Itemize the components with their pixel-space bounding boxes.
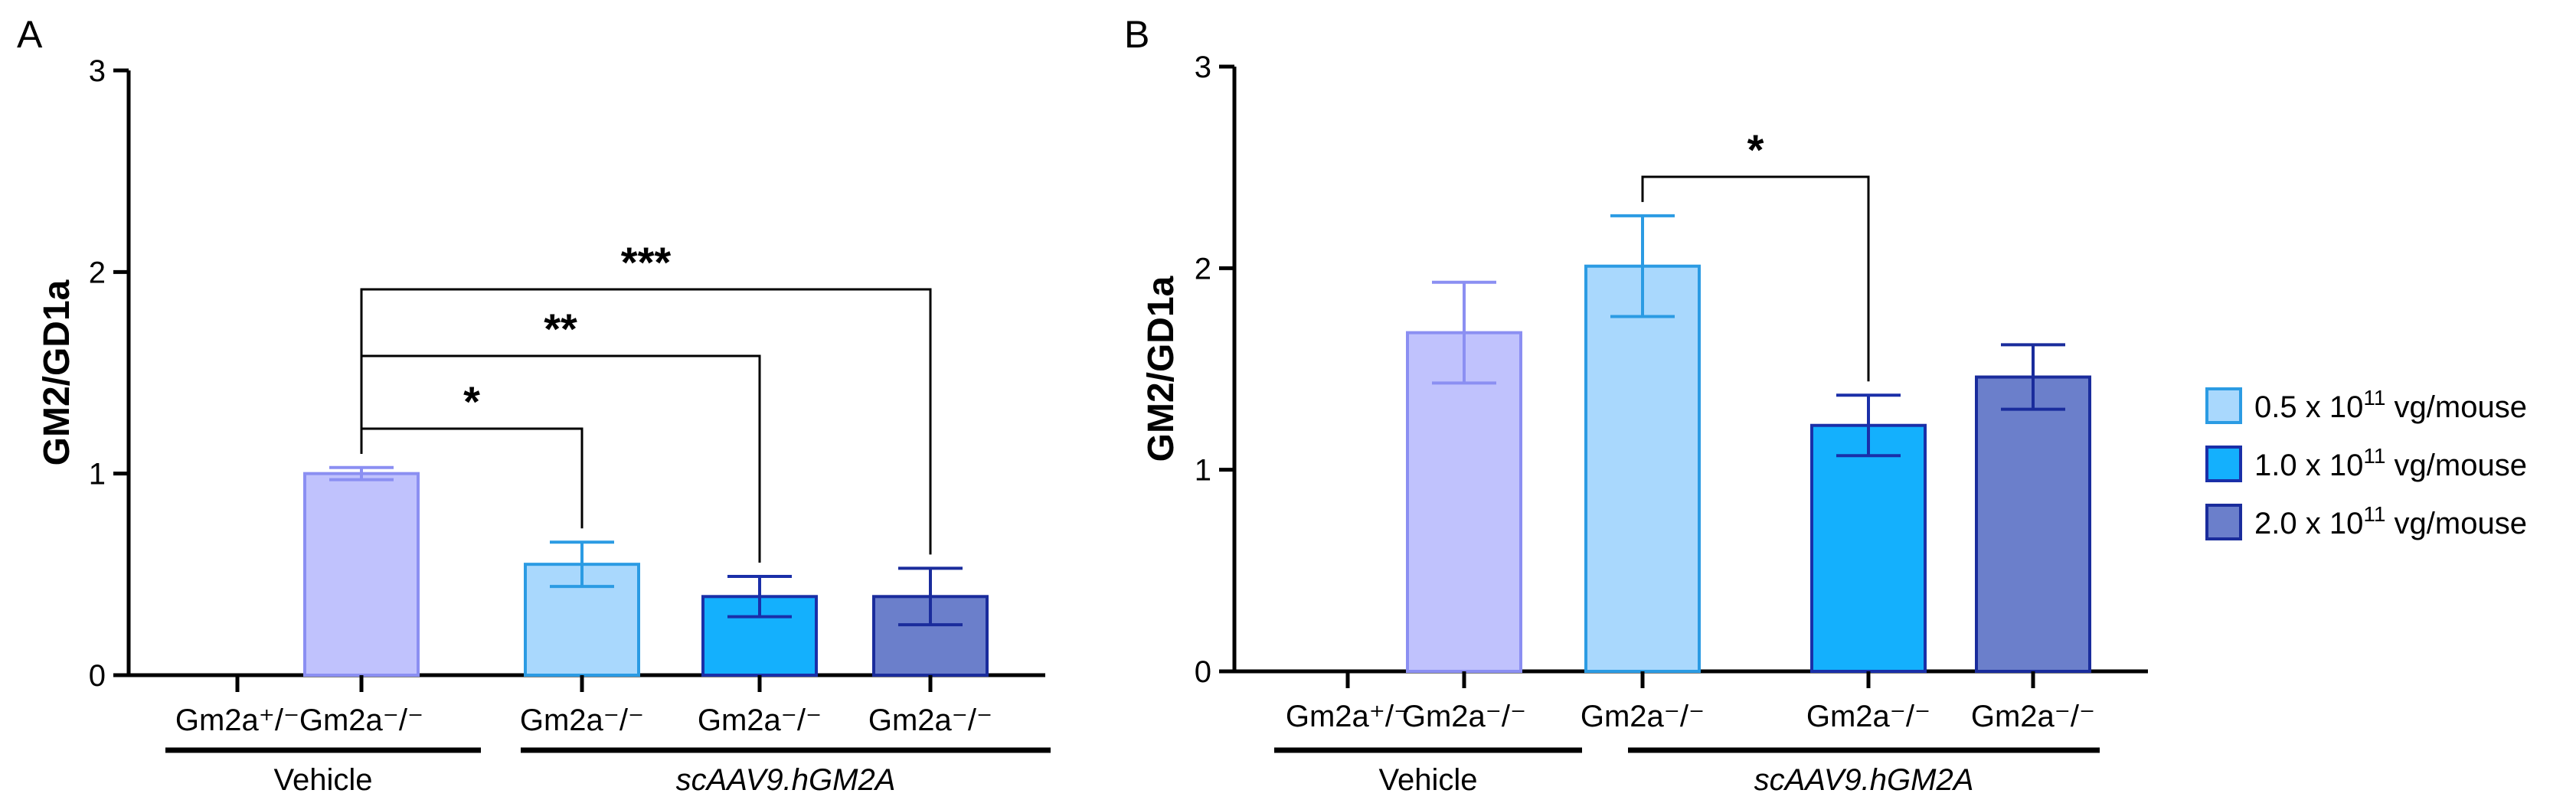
category-label: Gm2a⁺/⁻	[1286, 700, 1410, 733]
y-tick-label: 1	[1195, 454, 1211, 488]
significance-bracket	[1641, 175, 1870, 382]
y-tick-label: 2	[1195, 252, 1211, 286]
bar	[303, 472, 420, 677]
bar	[1584, 264, 1701, 673]
legend-label-base: 2.0 x 10	[2254, 507, 2363, 540]
category-label: Gm2a⁻/⁻	[868, 703, 992, 737]
legend-label: 1.0 x 1011 vg/mouse	[2254, 444, 2527, 482]
category-label: Gm2a⁻/⁻	[520, 703, 644, 737]
y-axis-label: GM2/GD1a	[37, 279, 77, 465]
significance-bracket	[360, 288, 932, 555]
significance-bracket	[360, 354, 761, 563]
category-label: Gm2a⁻/⁻	[1806, 700, 1930, 733]
legend-label-exponent: 11	[2363, 502, 2385, 526]
legend-label-exponent: 11	[2363, 386, 2385, 410]
y-tick-label: 0	[1195, 655, 1211, 689]
category-label: Gm2a⁺/⁻	[175, 703, 299, 737]
group-label: scAAV9.hGM2A	[676, 763, 896, 797]
significance-label: **	[544, 305, 577, 353]
category-label: Gm2a⁻/⁻	[1581, 700, 1705, 733]
legend-label: 2.0 x 1011 vg/mouse	[2254, 502, 2527, 540]
legend-swatch	[2205, 387, 2242, 424]
bar	[1406, 331, 1522, 673]
significance-label: *	[463, 377, 480, 426]
bar	[1810, 423, 1927, 673]
legend-swatch	[2205, 504, 2242, 540]
legend-label-suffix: vg/mouse	[2385, 390, 2527, 424]
legend-label: 0.5 x 1011 vg/mouse	[2254, 386, 2527, 424]
group-label: scAAV9.hGM2A	[1754, 763, 1974, 797]
y-axis-label: GM2/GD1a	[1141, 276, 1182, 462]
legend-label-suffix: vg/mouse	[2385, 507, 2527, 540]
category-label: Gm2a⁻/⁻	[1971, 700, 2095, 733]
panel-letter: A	[17, 13, 43, 56]
y-tick-label: 2	[89, 256, 106, 289]
group-label: Vehicle	[274, 763, 373, 797]
category-label: Gm2a⁻/⁻	[1402, 700, 1526, 733]
significance-label: *	[1747, 126, 1764, 174]
legend-label-exponent: 11	[2363, 444, 2385, 468]
legend-swatch	[2205, 446, 2242, 482]
y-tick-label: 0	[89, 659, 106, 693]
bar	[1975, 375, 2091, 673]
y-tick-label: 3	[89, 54, 106, 88]
legend-label-base: 1.0 x 10	[2254, 449, 2363, 482]
legend-label-suffix: vg/mouse	[2385, 449, 2527, 482]
category-label: Gm2a⁻/⁻	[698, 703, 822, 737]
y-tick-label: 3	[1195, 51, 1211, 84]
significance-label: ***	[621, 238, 672, 286]
panel-letter: B	[1124, 13, 1149, 56]
legend-label-base: 0.5 x 10	[2254, 390, 2363, 424]
group-label: Vehicle	[1379, 763, 1478, 797]
y-tick-label: 1	[89, 458, 106, 491]
category-label: Gm2a⁻/⁻	[299, 703, 423, 737]
